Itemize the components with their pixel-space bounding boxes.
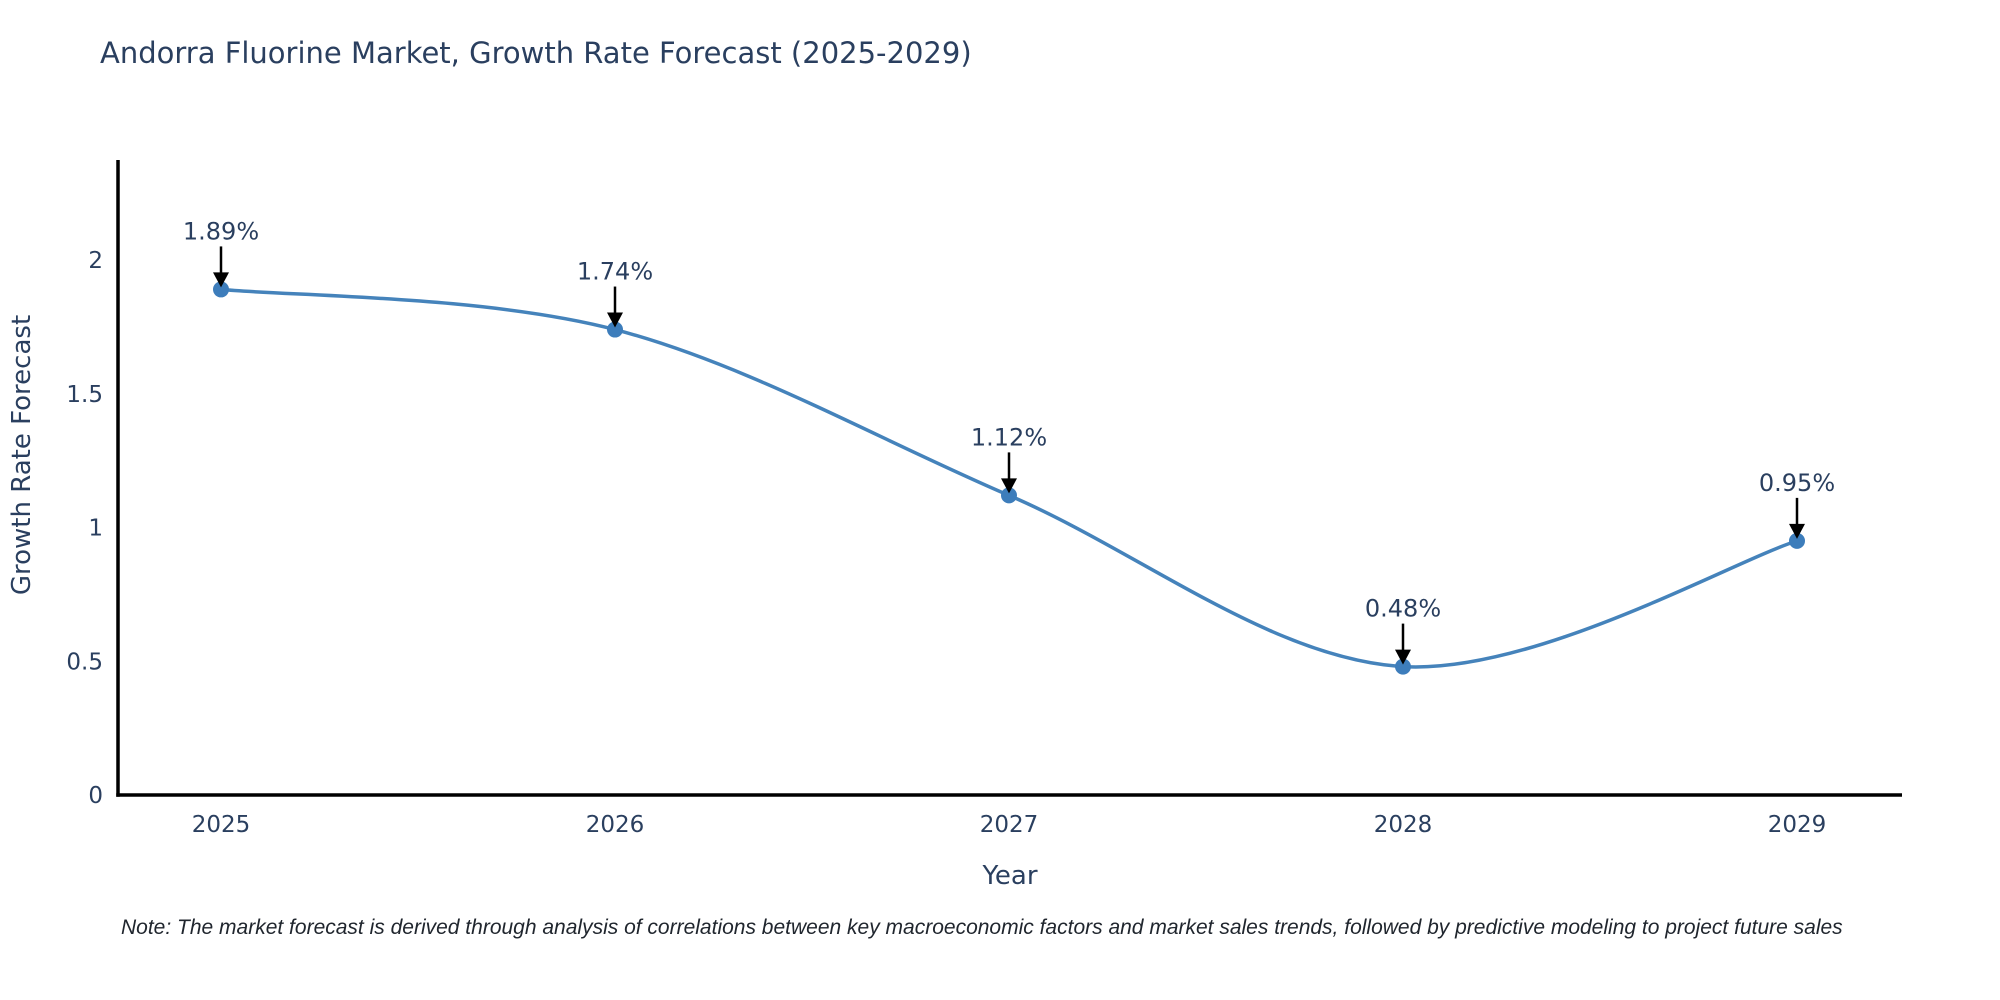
annotation-arrowhead-icon [1395,649,1411,665]
chart-title: Andorra Fluorine Market, Growth Rate For… [100,36,972,70]
point-value-label: 1.74% [577,258,653,286]
x-tick-label: 2028 [1374,812,1433,838]
x-tick-label: 2026 [586,812,645,838]
annotation-arrowhead-icon [1789,523,1805,539]
data-point-marker [213,281,229,298]
y-tick-label: 1.5 [66,382,103,408]
y-tick-label: 0 [88,783,103,809]
footnote: Note: The market forecast is derived thr… [121,916,1843,939]
point-value-label: 1.89% [183,217,259,245]
point-value-label: 0.48% [1365,595,1441,623]
point-value-label: 0.95% [1759,469,1835,497]
annotation-arrowhead-icon [213,272,229,288]
data-point-marker [1789,532,1805,549]
point-value-label: 1.12% [971,423,1047,451]
x-tick-label: 2025 [192,812,251,838]
x-tick-label: 2027 [980,812,1039,838]
data-point-marker [607,321,623,338]
data-point-marker [1001,487,1017,504]
y-tick-label: 0.5 [66,649,103,675]
y-axis-title: Growth Rate Forecast [7,315,37,595]
y-tick-label: 1 [88,516,103,542]
x-tick-label: 2029 [1768,812,1827,838]
annotation-arrowhead-icon [1001,478,1017,494]
x-axis-title: Year [981,861,1037,891]
annotation-arrowhead-icon [607,312,623,328]
data-point-marker [1395,658,1411,675]
y-tick-label: 2 [88,248,103,274]
